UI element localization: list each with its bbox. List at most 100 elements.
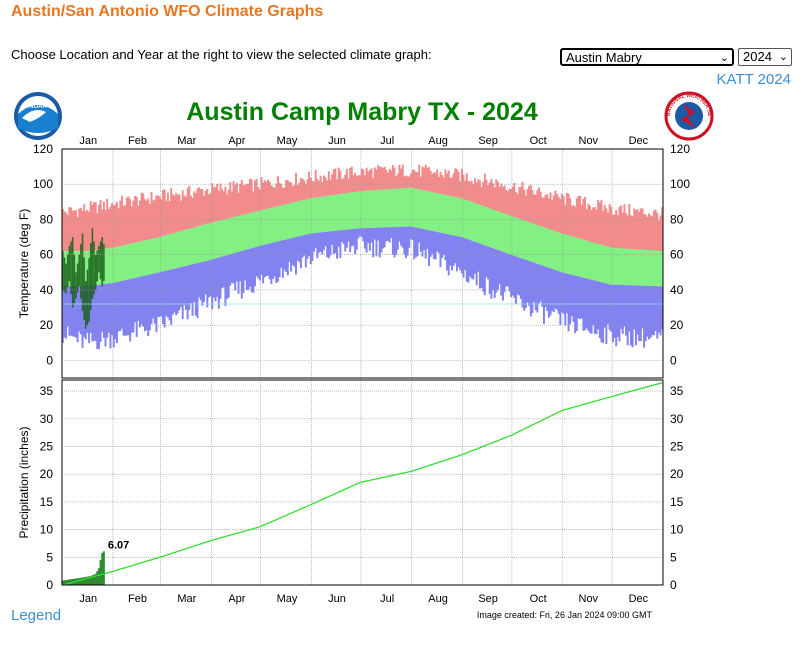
record-high-bar bbox=[194, 193, 197, 228]
record-high-bar bbox=[623, 204, 626, 249]
month-label: Jun bbox=[328, 135, 346, 147]
normal-range-bar bbox=[462, 198, 465, 238]
legend-link[interactable]: Legend bbox=[11, 607, 62, 624]
normal-range-bar bbox=[137, 241, 140, 278]
temp-y-tick: 100 bbox=[33, 177, 53, 191]
record-high-bar bbox=[308, 171, 311, 199]
normal-range-bar bbox=[309, 198, 312, 234]
record-high-bar bbox=[559, 198, 562, 233]
record-low-bar bbox=[272, 242, 275, 279]
normal-range-bar bbox=[249, 213, 252, 249]
actual-temp-bar bbox=[88, 258, 90, 322]
actual-precip-bar bbox=[78, 578, 81, 585]
record-low-bar bbox=[168, 269, 171, 321]
record-low-bar bbox=[649, 286, 652, 338]
record-high-bar bbox=[587, 203, 590, 242]
record-low-bar bbox=[99, 284, 102, 342]
normal-range-bar bbox=[582, 239, 585, 278]
record-high-bar bbox=[411, 169, 414, 189]
normal-range-bar bbox=[482, 205, 485, 245]
record-low-bar bbox=[572, 275, 575, 322]
record-high-bar bbox=[74, 210, 77, 252]
record-high-bar bbox=[313, 181, 316, 198]
normal-range-bar bbox=[317, 197, 320, 233]
normal-range-bar bbox=[143, 240, 146, 276]
normal-range-bar bbox=[518, 218, 521, 258]
temp-y-tick: 80 bbox=[40, 212, 54, 226]
station-link[interactable]: KATT 2024 bbox=[716, 71, 792, 88]
record-low-bar bbox=[414, 227, 417, 258]
precip-y-tick-right: 35 bbox=[670, 384, 684, 398]
record-low-bar bbox=[145, 275, 148, 331]
precip-y-tick: 15 bbox=[40, 495, 54, 509]
record-low-bar bbox=[375, 227, 378, 257]
record-high-bar bbox=[654, 209, 657, 251]
record-high-bar bbox=[221, 188, 224, 221]
record-high-bar bbox=[462, 174, 465, 199]
normal-range-bar bbox=[127, 244, 130, 280]
record-high-bar bbox=[334, 168, 337, 195]
record-low-bar bbox=[429, 230, 432, 257]
normal-range-bar bbox=[495, 210, 498, 250]
record-high-bar bbox=[193, 191, 196, 228]
normal-range-bar bbox=[424, 190, 427, 230]
record-high-bar bbox=[134, 195, 137, 243]
normal-range-bar bbox=[135, 242, 138, 278]
temperature-panel: 0 0 20 20 40 40 60 60 80 80 100 100 120 120 Temperatur… bbox=[17, 142, 690, 379]
normal-range-bar bbox=[429, 191, 432, 231]
normal-range-bar bbox=[252, 212, 255, 248]
normal-range-bar bbox=[524, 221, 527, 260]
record-low-bar bbox=[549, 268, 552, 316]
record-low-bar bbox=[534, 263, 537, 311]
record-low-bar bbox=[96, 284, 99, 350]
normal-range-bar bbox=[505, 214, 508, 253]
record-low-bar bbox=[598, 281, 601, 338]
record-high-bar bbox=[432, 172, 435, 193]
record-low-bar bbox=[155, 273, 158, 333]
record-low-bar bbox=[296, 236, 299, 261]
normal-range-bar bbox=[239, 215, 242, 252]
normal-range-bar bbox=[304, 199, 307, 235]
normal-range-bar bbox=[386, 189, 389, 228]
record-low-bar bbox=[636, 285, 639, 335]
record-high-bar bbox=[544, 194, 547, 228]
record-high-bar bbox=[569, 198, 572, 236]
month-label: Jun bbox=[328, 593, 346, 605]
record-high-bar bbox=[403, 176, 406, 189]
record-low-bar bbox=[143, 275, 146, 332]
actual-precip-bar bbox=[65, 580, 68, 585]
record-high-bar bbox=[533, 194, 536, 224]
record-low-bar bbox=[648, 285, 651, 340]
record-low-bar bbox=[473, 241, 476, 274]
normal-range-bar bbox=[290, 203, 293, 239]
normal-range-bar bbox=[194, 227, 197, 264]
record-high-bar bbox=[212, 187, 215, 223]
record-high-bar bbox=[168, 201, 171, 235]
record-low-bar bbox=[569, 274, 572, 324]
record-low-bar bbox=[377, 227, 380, 241]
temp-y-tick-right: 60 bbox=[670, 248, 684, 262]
normal-range-bar bbox=[656, 250, 659, 287]
normal-range-bar bbox=[533, 223, 536, 263]
record-low-bar bbox=[408, 226, 411, 248]
temperature-y-axis-label: Temperature (deg F) bbox=[17, 209, 31, 318]
record-low-bar bbox=[396, 226, 399, 250]
location-select[interactable]: Austin Mabry ⌄ bbox=[560, 48, 734, 66]
record-low-bar bbox=[336, 230, 339, 259]
record-low-bar bbox=[521, 258, 524, 308]
normal-range-bar bbox=[409, 187, 412, 227]
year-select[interactable]: 2024 ⌄ bbox=[738, 48, 792, 66]
record-high-bar bbox=[337, 167, 340, 195]
normal-range-bar bbox=[411, 188, 414, 227]
record-low-bar bbox=[613, 284, 616, 339]
normal-range-bar bbox=[597, 243, 600, 282]
record-high-bar bbox=[602, 210, 605, 246]
temp-y-tick-right: 20 bbox=[670, 318, 684, 332]
record-low-bar bbox=[249, 248, 252, 287]
record-high-bar bbox=[286, 180, 289, 204]
record-high-bar bbox=[347, 178, 350, 193]
record-high-bar bbox=[608, 204, 611, 248]
actual-temp-bar bbox=[68, 245, 71, 282]
record-low-bar bbox=[206, 260, 209, 308]
normal-range-bar bbox=[134, 242, 137, 278]
